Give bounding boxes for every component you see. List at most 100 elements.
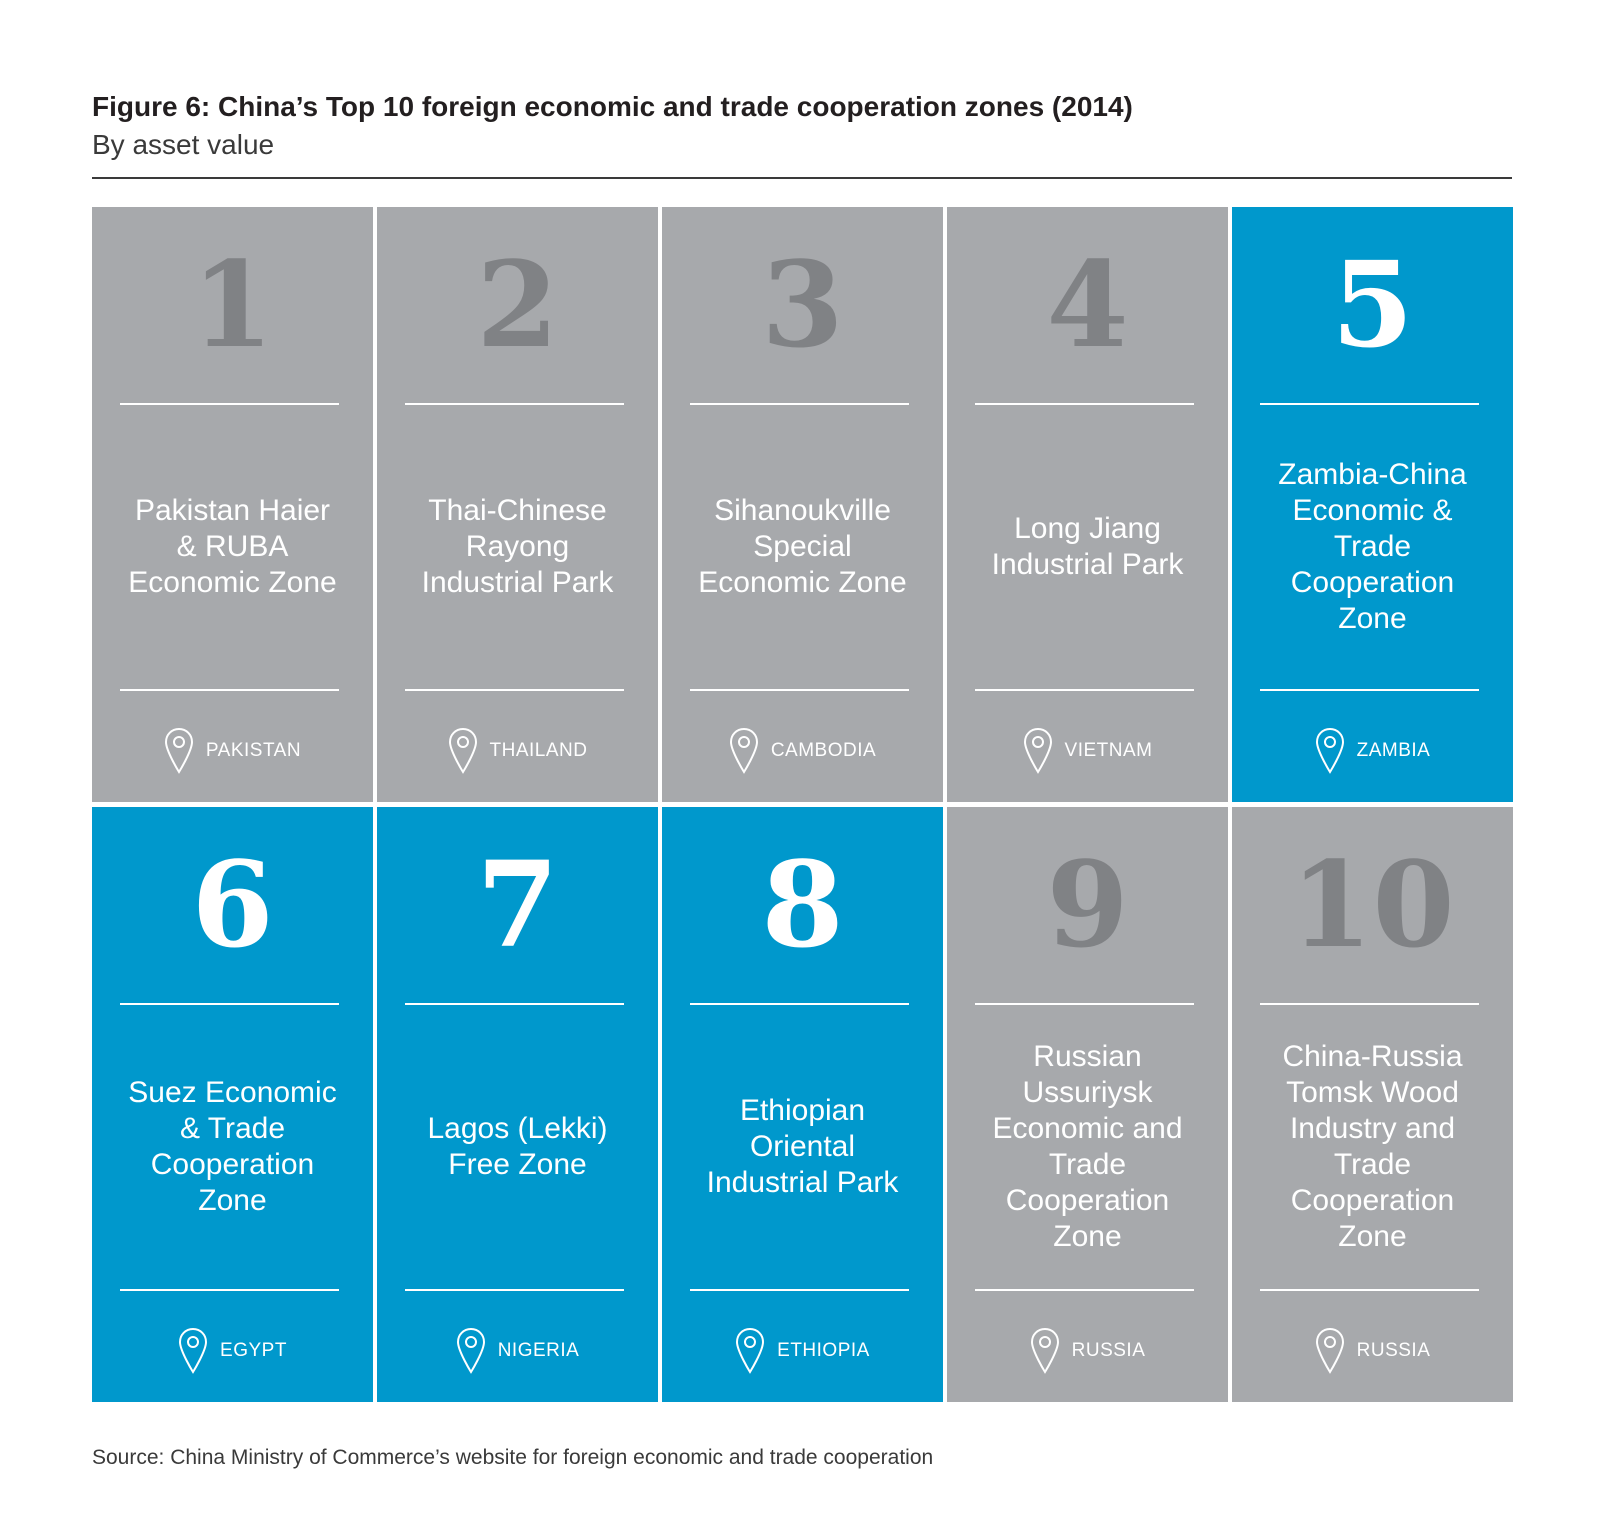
zone-name: Sihanoukville Special Economic Zone — [676, 407, 929, 687]
location-pin-icon — [1023, 727, 1052, 774]
zone-tile: 7 Lagos (Lekki) Free Zone NIGERIA — [377, 807, 658, 1402]
tile-divider-top — [120, 1003, 339, 1005]
zone-name: Lagos (Lekki) Free Zone — [391, 1007, 644, 1287]
zone-name-line: Pakistan Haier — [134, 494, 331, 527]
zone-name-line: Sihanoukville — [714, 494, 891, 527]
location-pin-icon — [1030, 1327, 1059, 1374]
zone-name-line: Zone — [198, 1184, 267, 1217]
zones-grid: 1 Pakistan Haier & RUBA Economic Zone PAKIST… — [92, 207, 1513, 1402]
tile-divider-bottom — [120, 689, 339, 691]
zone-name-line: Zambia-China — [1278, 458, 1467, 491]
zone-country: NIGERIA — [377, 1327, 658, 1375]
zone-tile: 3 Sihanoukville Special Economic Zone CAMBOD… — [662, 207, 943, 802]
zone-name-line: Industrial Park — [706, 1166, 899, 1199]
zone-name-line: Zone — [1053, 1220, 1122, 1253]
tile-divider-bottom — [405, 689, 624, 691]
country-label: RUSSIA — [1356, 1340, 1431, 1361]
location-pin-icon — [1315, 1327, 1344, 1374]
zone-tile: 1 Pakistan Haier & RUBA Economic Zone PAKIST… — [92, 207, 373, 802]
tile-divider-top — [690, 403, 909, 405]
country-label: CAMBODIA — [770, 740, 877, 761]
tile-divider-top — [405, 1003, 624, 1005]
zone-name-line: Cooperation — [1005, 1184, 1170, 1217]
zone-name-line: Economic & — [1292, 494, 1453, 527]
zone-name-line: Industrial Park — [421, 566, 614, 599]
zone-name-line: & RUBA — [176, 530, 289, 563]
zone-name-line: Economic Zone — [698, 566, 907, 599]
zone-rank: 5 — [1331, 235, 1414, 374]
tile-divider-top — [405, 403, 624, 405]
zone-country: RUSSIA — [947, 1327, 1228, 1375]
zone-rank: 1 — [191, 235, 274, 374]
tile-divider-top — [1260, 403, 1479, 405]
location-pin-icon — [448, 727, 477, 774]
tile-divider-bottom — [690, 689, 909, 691]
figure-title: Figure 6: China’s Top 10 foreign economi… — [92, 91, 1133, 122]
zone-name-line: Ussuriysk — [1022, 1076, 1153, 1109]
zone-name-line: Cooperation — [150, 1148, 315, 1181]
zone-name: Suez Economic & Trade Cooperation Zone — [106, 1007, 359, 1287]
zone-name-line: Cooperation — [1290, 1184, 1455, 1217]
zone-name-line: Economic Zone — [128, 566, 337, 599]
country-label: NIGERIA — [497, 1340, 580, 1361]
zone-name-line: Oriental — [749, 1130, 856, 1163]
zone-name: Long Jiang Industrial Park — [961, 407, 1214, 687]
zone-rank: 3 — [761, 235, 844, 374]
zone-name-line: Russian — [1033, 1040, 1142, 1073]
zone-name-line: Economic and — [992, 1112, 1183, 1145]
tile-divider-bottom — [690, 1289, 909, 1291]
zone-name-line: Trade — [1048, 1148, 1127, 1181]
tile-divider-bottom — [975, 1289, 1194, 1291]
zone-name-line: Zone — [1338, 1220, 1407, 1253]
country-label: THAILAND — [489, 740, 588, 761]
zone-rank: 10 — [1290, 835, 1455, 974]
zone-name-line: Ethiopian — [739, 1094, 866, 1127]
location-pin-icon — [456, 1327, 485, 1374]
location-pin-icon — [164, 727, 193, 774]
zone-name-line: Tomsk Wood — [1286, 1076, 1459, 1109]
zone-tile: 6 Suez Economic & Trade Cooperation Zone EGYP… — [92, 807, 373, 1402]
tile-divider-top — [975, 1003, 1194, 1005]
zone-tile: 9 Russian Ussuriysk Economic and Trade Cooper… — [947, 807, 1228, 1402]
location-pin-icon — [179, 1327, 208, 1374]
zone-rank: 4 — [1046, 235, 1129, 374]
location-pin-icon — [736, 1327, 765, 1374]
header-divider — [92, 177, 1512, 179]
zone-name: Russian Ussuriysk Economic and Trade Coopera… — [961, 1007, 1214, 1287]
zone-name-line: China-Russia — [1282, 1040, 1463, 1073]
zone-rank: 6 — [191, 835, 274, 974]
tile-divider-bottom — [120, 1289, 339, 1291]
zone-name: Ethiopian Oriental Industrial Park — [676, 1007, 929, 1287]
zone-name: Zambia-China Economic & Trade Cooperation Zo… — [1246, 407, 1499, 687]
zone-rank: 9 — [1046, 835, 1129, 974]
zone-rank: 7 — [476, 835, 559, 974]
tile-divider-top — [120, 403, 339, 405]
zone-rank: 2 — [476, 235, 559, 374]
tile-divider-top — [975, 403, 1194, 405]
zone-name-line: Rayong — [465, 530, 570, 563]
zone-name-line: Thai-Chinese — [428, 494, 607, 527]
zone-name-line: Zone — [1338, 602, 1407, 635]
tile-divider-bottom — [1260, 689, 1479, 691]
zone-country: RUSSIA — [1232, 1327, 1513, 1375]
zone-tile: 2 Thai-Chinese Rayong Industrial Park THAILA… — [377, 207, 658, 802]
zone-tile: 4 Long Jiang Industrial Park VIETNAM — [947, 207, 1228, 802]
zone-name-line: & Trade — [179, 1112, 286, 1145]
zone-name-line: Industry and — [1289, 1112, 1456, 1145]
zone-country: THAILAND — [377, 727, 658, 775]
zone-tile: 8 Ethiopian Oriental Industrial Park ETHIOPI… — [662, 807, 943, 1402]
zone-tile: 10 China-Russia Tomsk Wood Industry and Trad… — [1232, 807, 1513, 1402]
zone-name-line: Free Zone — [448, 1148, 587, 1181]
zone-country: VIETNAM — [947, 727, 1228, 775]
location-pin-icon — [729, 727, 758, 774]
figure-subtitle: By asset value — [92, 129, 275, 160]
zone-country: EGYPT — [92, 1327, 373, 1375]
zone-country: PAKISTAN — [92, 727, 373, 775]
country-label: RUSSIA — [1071, 1340, 1146, 1361]
country-label: ZAMBIA — [1356, 740, 1431, 761]
tile-divider-top — [1260, 1003, 1479, 1005]
zone-country: ZAMBIA — [1232, 727, 1513, 775]
country-label: EGYPT — [220, 1340, 287, 1361]
tile-divider-bottom — [975, 689, 1194, 691]
location-pin-icon — [1315, 727, 1344, 774]
